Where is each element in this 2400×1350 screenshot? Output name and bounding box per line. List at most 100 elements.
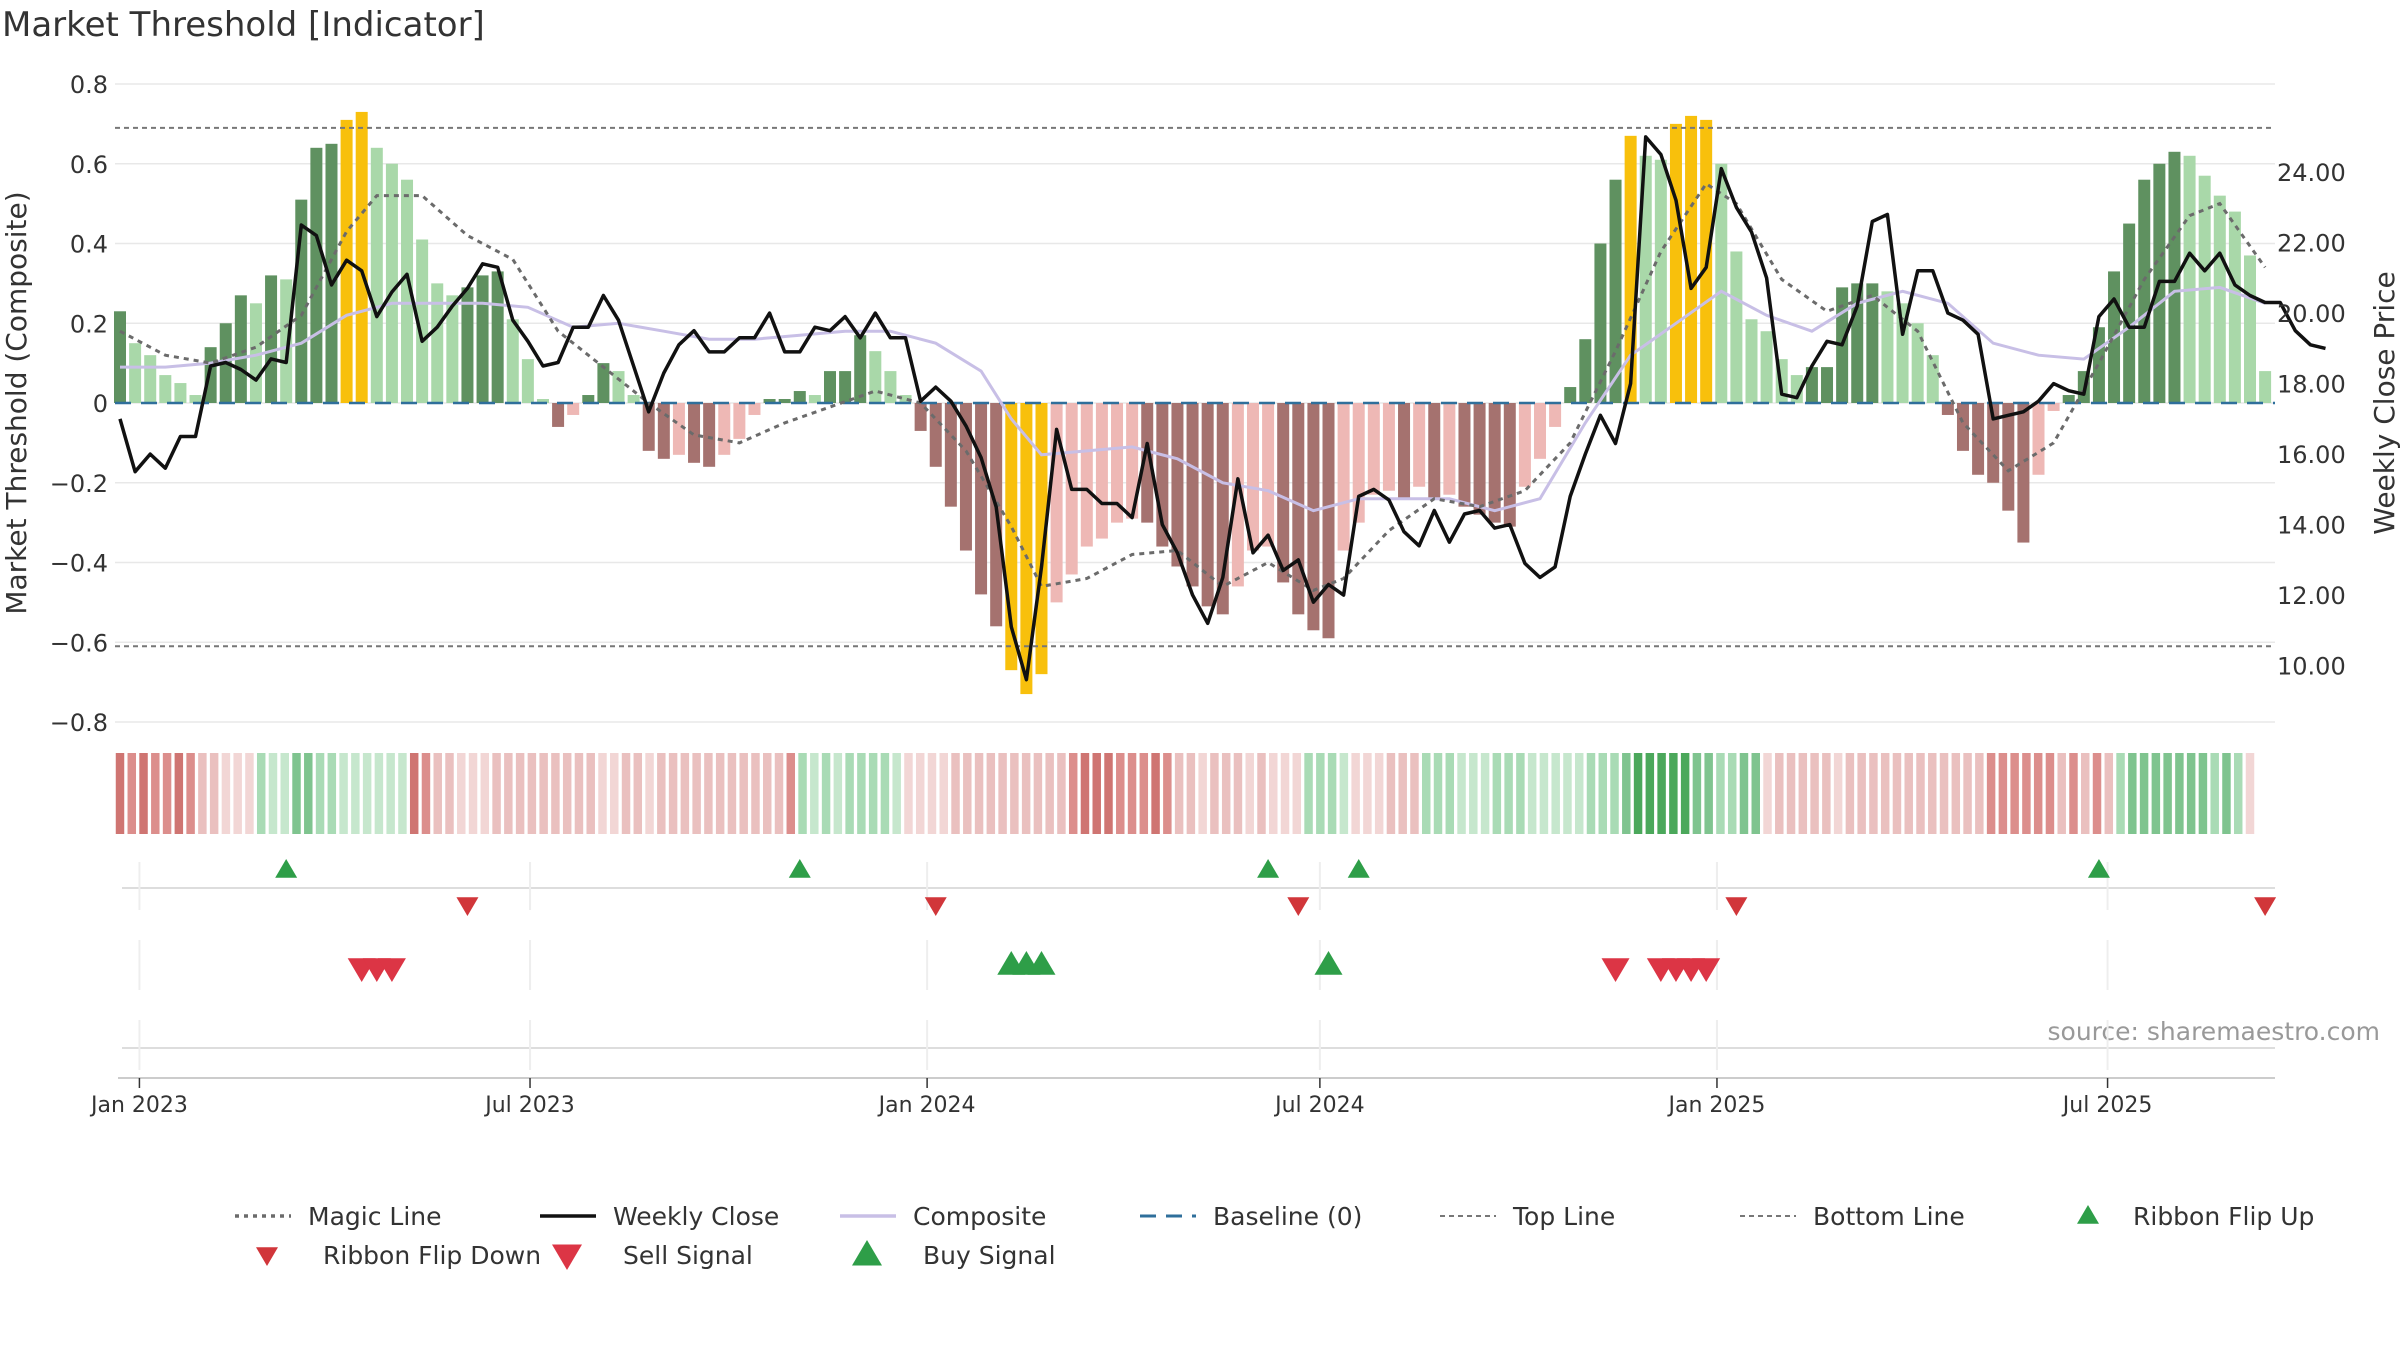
legend-label: Top Line xyxy=(1512,1202,1615,1231)
composite-bar xyxy=(975,403,988,595)
legend-swatch xyxy=(2077,1205,2099,1224)
y-axis-right-label: Weekly Close Price xyxy=(2368,271,2400,534)
ribbon-cell xyxy=(939,753,948,834)
ribbon-cell xyxy=(586,753,595,834)
composite-line xyxy=(120,285,2266,513)
ribbon-cell xyxy=(798,753,807,834)
ribbon-cell xyxy=(421,753,431,834)
ribbon-cell xyxy=(2057,753,2066,834)
ribbon-cell xyxy=(2116,753,2125,834)
ribbon-cell xyxy=(1304,753,1313,834)
ribbon-cell xyxy=(1645,753,1655,834)
ribbon-flip-up-marker xyxy=(1257,859,1280,878)
ribbon-cell xyxy=(1539,753,1549,834)
composite-bar xyxy=(1458,403,1471,507)
y-axis-left: 0.8 0.6 0.4 0.2 0 −0.2 −0.4 −0.6 −0.8 xyxy=(50,71,108,737)
ribbon-cell xyxy=(1527,753,1537,834)
y-tick-label-right: 10.00 xyxy=(2277,653,2346,681)
ribbon-cell xyxy=(539,753,548,834)
ribbon-cell xyxy=(704,753,713,834)
composite-bar xyxy=(672,403,685,455)
ribbon-cell xyxy=(1327,753,1337,834)
y-tick-label-right: 20.00 xyxy=(2277,300,2346,328)
composite-bar xyxy=(929,403,942,467)
legend-label: Bottom Line xyxy=(1813,1202,1965,1231)
composite-bar xyxy=(370,147,383,403)
ribbon-cell xyxy=(1669,753,1678,834)
composite-bar xyxy=(824,371,836,403)
ribbon-cell xyxy=(398,753,407,834)
ribbon-cell xyxy=(2045,753,2055,834)
y-tick-label-left: −0.8 xyxy=(50,709,108,737)
composite-bar xyxy=(1186,403,1199,587)
ribbon-cell xyxy=(1975,753,1984,834)
x-tick-label: Jul 2025 xyxy=(2061,1093,2153,1118)
ribbon-cell xyxy=(1869,753,1878,834)
ribbon-cell xyxy=(2033,753,2043,834)
ribbon-cell xyxy=(1445,753,1455,834)
composite-bar xyxy=(1911,323,1924,403)
ribbon-cell xyxy=(1680,753,1690,834)
ribbon-cell xyxy=(1727,753,1737,834)
legend-item-buy: Buy Signal xyxy=(923,1241,1056,1270)
ribbon-cell xyxy=(986,753,996,834)
ribbon-cell xyxy=(1104,753,1113,834)
composite-bar xyxy=(899,395,912,403)
composite-bar xyxy=(2123,223,2136,403)
ribbon-cell xyxy=(1386,753,1396,834)
buy-signal-marker xyxy=(1027,951,1056,975)
composite-bar xyxy=(1669,123,1682,403)
ribbon-cell xyxy=(1163,753,1172,834)
composite-bar xyxy=(763,399,776,403)
composite-bar xyxy=(2168,151,2181,403)
ribbon-cell xyxy=(763,753,772,834)
ribbon-cell xyxy=(221,753,231,834)
composite-bar xyxy=(869,351,882,403)
legend-item-flip_up: Ribbon Flip Up xyxy=(2133,1202,2314,1231)
composite-bar xyxy=(2002,403,2015,511)
source-label: source: sharemaestro.com xyxy=(2048,1017,2381,1046)
ribbon-cell xyxy=(1504,753,1513,834)
ribbon-cell xyxy=(1257,753,1266,834)
composite-bar xyxy=(2062,395,2075,403)
ribbon-flip-up-marker xyxy=(788,859,811,878)
ribbon-cell xyxy=(680,753,690,834)
composite-bar xyxy=(1020,403,1033,695)
ribbon-cell xyxy=(492,753,501,834)
legend-label: Composite xyxy=(913,1202,1046,1231)
ribbon-cell xyxy=(1739,753,1749,834)
composite-bar xyxy=(733,403,746,439)
ribbon-cell xyxy=(280,753,289,834)
ribbon-cell xyxy=(998,753,1007,834)
composite-bar xyxy=(2047,403,2060,411)
composite-bar xyxy=(597,363,610,403)
ribbon-cell xyxy=(2092,753,2102,834)
ribbon-cell xyxy=(1292,753,1302,834)
ribbon-cell xyxy=(1845,753,1855,834)
composite-bar xyxy=(144,355,157,403)
ribbon-cell xyxy=(127,753,137,834)
ribbon-cell xyxy=(1928,753,1937,834)
composite-bar xyxy=(1715,163,1728,403)
composite-bar xyxy=(793,391,806,403)
ribbon-cell xyxy=(1586,753,1596,834)
composite-bar xyxy=(416,239,429,403)
ribbon-cell xyxy=(2210,753,2219,834)
ribbon-cell xyxy=(1833,753,1843,834)
composite-bar xyxy=(1035,403,1048,675)
legend-item-close: Weekly Close xyxy=(540,1202,779,1231)
ribbon-cell xyxy=(927,753,937,834)
legend-item-flip_down: Ribbon Flip Down xyxy=(323,1241,541,1270)
composite-bar xyxy=(461,287,474,403)
composite-bar xyxy=(1277,403,1290,583)
composite-bar xyxy=(1141,403,1154,523)
composite-bar xyxy=(1685,115,1698,404)
ribbon-cell xyxy=(1951,753,1961,834)
ribbon-cell xyxy=(598,753,607,834)
composite-bar xyxy=(959,403,972,551)
composite-bar xyxy=(1745,319,1758,403)
ribbon-cell xyxy=(327,753,337,834)
ribbon-cell xyxy=(1633,753,1643,834)
composite-bar xyxy=(582,395,595,403)
